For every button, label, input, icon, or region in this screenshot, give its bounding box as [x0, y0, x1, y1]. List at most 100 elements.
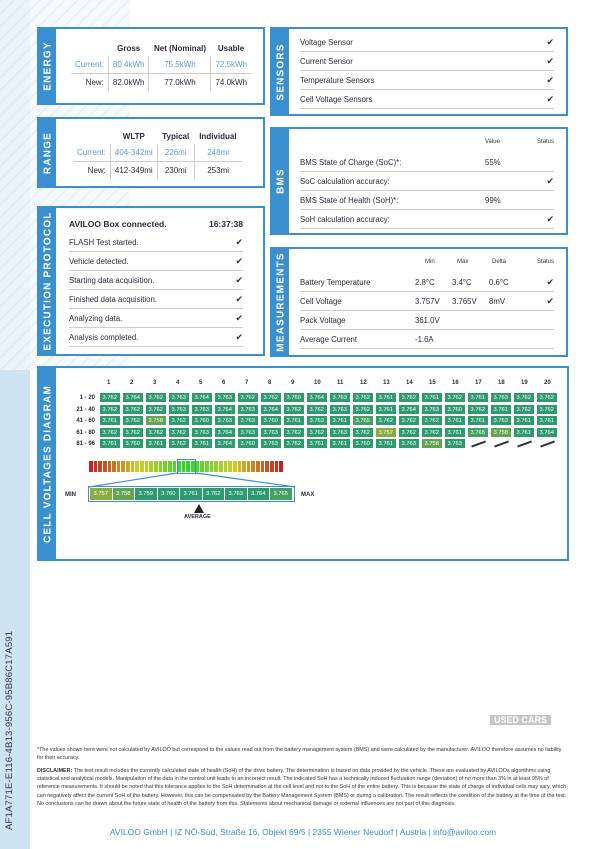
cell-voltage: 3.761: [375, 392, 397, 403]
bms-label: BMS State of Charge (SoC)*:: [300, 157, 402, 167]
cell-voltage: 3.763: [168, 392, 190, 403]
cell-voltage: 3.764: [214, 403, 236, 415]
bar-segment: [93, 461, 98, 472]
cell-voltage: 3.758: [145, 415, 167, 427]
gradient-bar: [89, 461, 284, 472]
value: 404-342mi: [109, 144, 158, 162]
bar-segment: [181, 461, 186, 472]
execution-body: AVILOO Box connected. 16:37:38 FLASH Test…: [69, 208, 243, 354]
cell-voltage: 3.762: [467, 403, 489, 415]
cell-voltage: 3.765: [467, 426, 489, 438]
cell-voltage: 3.763: [444, 438, 466, 450]
check-icon: ✔: [235, 255, 243, 266]
energy-title: ENERGY: [42, 41, 53, 91]
cell-voltage: 3.762: [260, 392, 282, 403]
measurement-label: Battery Temperature: [300, 277, 371, 287]
cell-voltage: 3.760: [191, 415, 213, 427]
row-label: New:: [87, 166, 106, 175]
row-header: 41 - 60: [76, 418, 95, 425]
cell-voltage: 3.761: [467, 415, 489, 427]
bar-segment: [121, 461, 126, 472]
bar-segment: [149, 461, 153, 472]
cell-voltage: 3.761: [490, 403, 512, 415]
cell-voltage: 3.763: [260, 438, 282, 450]
col-header: Usable: [217, 44, 245, 53]
cell-voltage: 3.762: [122, 415, 144, 427]
bms-body: Value Status BMS State of Charge (SoC)*: 5…: [300, 129, 554, 233]
measurement-row: Average Current -1.6A: [300, 330, 554, 349]
bms-tab: BMS: [272, 129, 289, 233]
bms-row: SoH calculation accuracy: ✔: [300, 210, 554, 229]
column-header: 20: [544, 380, 551, 386]
cell-voltage: 3.761: [191, 438, 213, 450]
bar-segment: [195, 461, 200, 472]
range-body: WLTP Typical Individual Current: 404-342mi 2…: [61, 119, 257, 186]
value: 80.4kWh: [107, 56, 149, 74]
measurements-header-row: Min Max Delta Status: [300, 259, 554, 273]
bar-segment: [135, 461, 140, 472]
bms-row: SoC calculation accuracy: ✔: [300, 172, 554, 191]
bms-row: BMS State of Charge (SoC)*: 55%: [300, 153, 554, 172]
cell-voltage: 3.762: [398, 426, 420, 438]
sensor-row: Current Sensor ✔: [300, 52, 554, 71]
measurement-row: Pack Voltage 361.0V: [300, 311, 554, 330]
cell-voltage: 3.760: [352, 438, 374, 450]
value: 412-349mi: [109, 161, 158, 179]
protocol-step: Starting data acquisition. ✔: [69, 271, 243, 290]
bms-value: 99%: [485, 195, 501, 205]
range-card: RANGE WLTP Typical Individual Current: 404-…: [37, 117, 265, 188]
check-icon: ✔: [235, 236, 243, 247]
bar-segment: [228, 461, 232, 472]
cell-voltages-card: CELL VOLTAGES DIAGRAM 1 2 3 4 5 6 7 8 9 10 11 12 13 1…: [37, 366, 569, 561]
bar-segment: [130, 461, 135, 472]
empty-cell-icon: [494, 440, 509, 448]
min-value: -1.6A: [415, 334, 434, 344]
scale-cell: 3.761: [180, 488, 202, 500]
cell-voltage: 3.762: [421, 415, 443, 427]
scale-cell: 3.757: [90, 488, 112, 500]
check-icon: ✔: [235, 293, 243, 304]
row-header: 21 - 40: [76, 406, 95, 413]
measurement-label: Pack Voltage: [300, 315, 346, 325]
col-header: Max: [457, 259, 469, 265]
cell-voltage: 3.762: [352, 426, 374, 438]
column-header: 16: [452, 380, 459, 386]
cell-voltage: 3.762: [398, 392, 420, 403]
column-header: 1: [107, 380, 111, 386]
protocol-step: FLASH Test started. ✔: [69, 233, 243, 252]
scale-cell: 3.759: [135, 488, 157, 500]
row-header: 61 - 80: [76, 429, 95, 436]
cell-voltage: 3.764: [536, 426, 558, 438]
col-header: Delta: [492, 259, 507, 265]
vehicle-id: AF1A771E-E116-4B13-956C-95B86C17A591: [4, 630, 15, 830]
cell-voltage: 3.764: [398, 403, 420, 415]
col-header: Status: [536, 259, 554, 265]
column-header: 15: [429, 380, 436, 386]
bar-segment: [214, 461, 218, 472]
bms-value: 55%: [485, 157, 501, 167]
bar-segment: [218, 461, 223, 472]
scale-cell: 3.765: [270, 488, 292, 500]
cell-voltage: 3.762: [398, 415, 420, 427]
row-label: Current:: [73, 144, 111, 162]
bar-segment: [260, 461, 265, 472]
value: 253mi: [193, 161, 242, 179]
bms-title: BMS: [275, 168, 286, 194]
min-value: 361.0V: [415, 315, 440, 325]
cell-voltage: 3.764: [306, 392, 328, 403]
column-header: 2: [130, 380, 134, 386]
check-icon: ✔: [546, 175, 554, 186]
cell-voltage: 3.763: [490, 415, 512, 427]
cell-voltage: 3.762: [444, 392, 466, 403]
cell-voltage: 3.762: [352, 392, 374, 403]
scale-cell: 3.762: [202, 488, 224, 500]
delta-value: 0.6°C: [489, 277, 509, 287]
value: 248mi: [193, 144, 242, 162]
step-label: Analysis completed.: [69, 332, 139, 342]
min-label: MIN: [65, 492, 76, 498]
cell-voltage: 3.762: [99, 403, 121, 415]
protocol-step: Vehicle detected. ✔: [69, 252, 243, 271]
bms-label: SoH calculation accuracy:: [300, 214, 390, 224]
col-header: Individual: [199, 132, 237, 141]
cell-voltage: 3.762: [122, 403, 144, 415]
